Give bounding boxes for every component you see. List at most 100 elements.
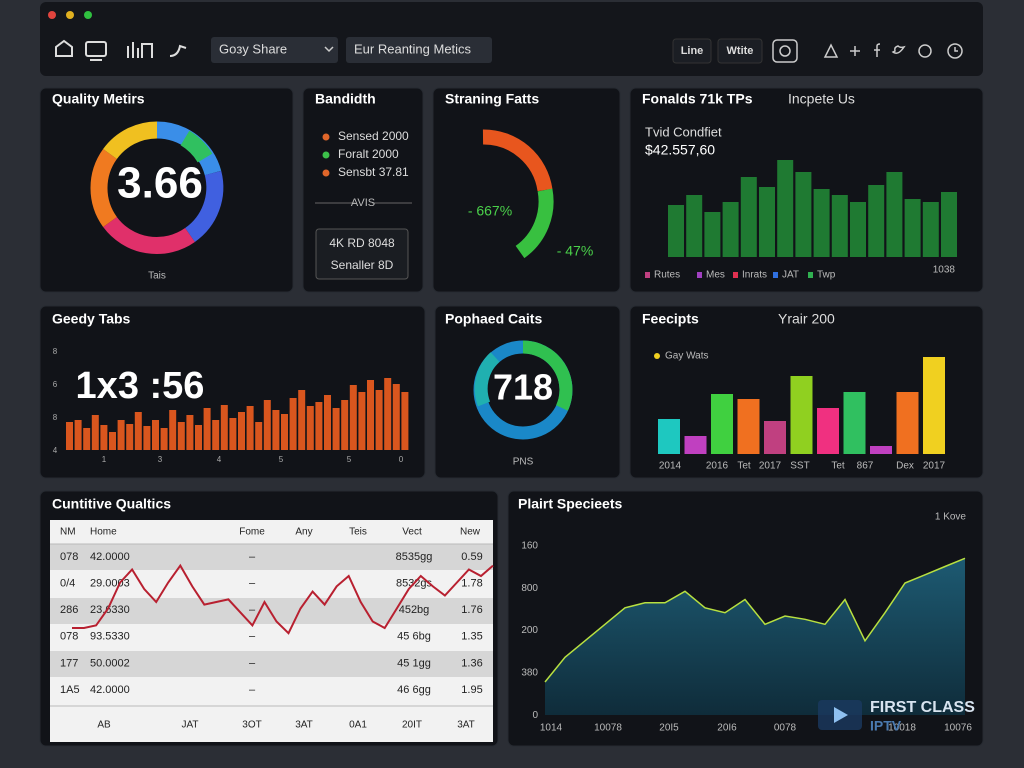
button[interactable] [346,37,492,63]
tab[interactable] [717,38,763,64]
column-header: New [460,527,481,538]
window-maximize[interactable] [84,11,92,19]
divider-label: AVIS [351,197,375,209]
axis-label: 867 [857,461,874,472]
legend-swatch [733,272,738,278]
axis-label: 6 [53,380,58,389]
table-cell: 286 [60,604,78,616]
panel-title: Bandidth [315,91,376,107]
big-value: 3.66 [117,159,203,208]
table-rules [50,543,493,707]
legend-label: Mes [706,270,725,281]
legend-label: Sensbt 37.81 [338,165,409,179]
bar [813,189,830,257]
table-cell: 1.95 [461,684,482,696]
column-header: NM [60,527,76,538]
table-cell: 42.0000 [90,684,130,696]
axis-label: 8 [53,413,58,422]
area [545,558,965,715]
table-stripes [50,544,493,677]
dropdown[interactable] [211,37,338,63]
bar [134,412,142,450]
axis-label: 2017 [923,461,946,472]
bar [922,202,939,257]
bar [160,428,168,450]
bar [817,408,839,454]
panel-title: Straning Fatts [445,91,539,107]
line [72,563,494,635]
axis-label: 800 [521,583,538,594]
area-line [544,557,966,683]
axis-label: 160 [521,541,538,552]
bar [195,425,202,450]
table-cell: 50.0002 [90,657,130,669]
legend-label: Twp [817,270,836,281]
column-header: Any [295,527,312,538]
bar [759,187,775,257]
bar [298,390,306,450]
table-cell: 452bg [399,604,430,616]
bar [306,406,314,450]
table-cell: 8535gg [396,551,433,563]
table-cell: 45 6bg [397,631,431,643]
bar [66,422,73,450]
tab-label: Wtite [727,45,754,57]
axis-label: 1 [102,455,107,464]
axis-label: SST [790,461,809,472]
button-label: Eur Reanting Metics [354,41,472,56]
axis-label: 20I6 [717,723,737,734]
legend-label: JAT [782,270,799,281]
axis-label: Tet [737,461,751,472]
axis-label: 2017 [759,461,782,472]
window-minimize[interactable] [66,11,74,19]
bar [203,408,211,450]
table-cell: 1A5 [60,684,80,696]
window-close[interactable] [48,11,56,19]
bar [941,192,957,257]
bar [341,400,349,450]
axis-label: 2014 [659,461,682,472]
metric-label: Tvid Condfiet [645,124,722,139]
axis-label: 10076 [944,723,972,734]
table-footer: AB [97,720,111,731]
table-footer: JAT [181,720,198,731]
table-cell: – [249,604,256,616]
axis-label: 0 [532,710,538,721]
axis-label: 1014 [540,723,563,734]
axis-label: 5 [279,455,284,464]
table-footer: 3AT [457,720,475,731]
panel [434,305,621,479]
bar [100,425,108,450]
bar [764,421,786,454]
axis-label: 4 [53,446,58,455]
bar [658,419,680,454]
table-cell: 1.78 [461,578,482,590]
bar [740,177,757,257]
axis-label: 0 [399,455,404,464]
bar [737,399,760,454]
table-cell: 1.36 [461,657,482,669]
panel-title: Cuntitive Qualtics [52,496,171,512]
bar [711,394,733,454]
tab[interactable] [672,38,712,64]
bar [790,376,813,454]
bar [686,195,703,257]
bar [315,402,323,450]
panel-subtitle: Incpete Us [788,91,855,107]
toolbar-icons[interactable] [772,39,963,63]
bar [91,415,99,450]
legend-dot [654,353,660,359]
legend-swatch [808,272,813,278]
table-footer: 20IT [402,720,422,731]
column-header: Teis [349,527,367,538]
bar [831,195,848,257]
bar [212,420,220,450]
gauge-label: - 47% [557,243,594,259]
bar [850,202,866,257]
nav-icons[interactable] [55,39,187,61]
bar [143,426,151,450]
table-cell: 1.76 [461,604,482,616]
bar [152,420,159,450]
table-cell: – [249,657,256,669]
